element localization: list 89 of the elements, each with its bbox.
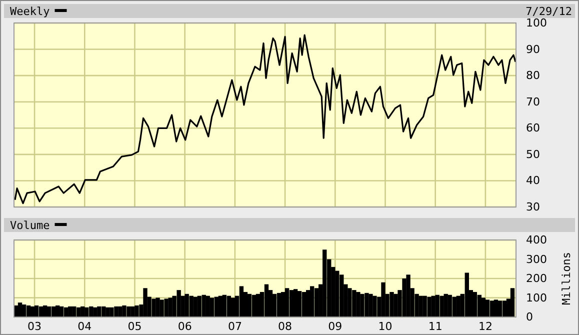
bar	[143, 288, 148, 317]
y-tick-label: 80	[526, 69, 540, 82]
bar	[276, 292, 282, 317]
y-tick-label: 100	[526, 291, 547, 304]
x-tick-label: 10	[378, 320, 392, 333]
bar	[26, 305, 31, 317]
bar	[38, 306, 44, 317]
bar	[226, 296, 232, 317]
bar	[60, 306, 64, 317]
y-tick-label: 30	[526, 200, 540, 214]
y-axis-title: Millions	[560, 252, 573, 305]
x-tick-label: 05	[128, 320, 142, 333]
y-tick-label: 400	[526, 234, 547, 247]
bar	[284, 288, 290, 317]
legend-label: Volume	[10, 219, 50, 232]
bar	[160, 300, 164, 317]
bar	[502, 300, 507, 317]
x-tick-label: 08	[278, 320, 292, 333]
bar	[472, 292, 478, 317]
bar	[335, 270, 340, 317]
legend-label: Weekly	[10, 5, 50, 18]
line-series	[14, 34, 516, 204]
bar	[122, 305, 126, 317]
bar	[193, 296, 198, 317]
bar	[372, 296, 377, 317]
bar	[51, 306, 56, 317]
bar	[272, 294, 277, 317]
x-tick-label: 09	[328, 320, 342, 333]
bar	[22, 304, 26, 317]
bar	[498, 300, 502, 317]
y-tick-label: 100	[526, 16, 547, 30]
y-tick-label: 90	[526, 42, 540, 56]
x-tick-label: 03	[28, 320, 42, 333]
bar	[440, 296, 444, 317]
x-tick-label: 12	[478, 320, 492, 333]
y-tick-label: 60	[526, 122, 540, 135]
bar	[310, 286, 314, 317]
bar	[202, 294, 206, 317]
bar	[206, 296, 210, 317]
bar	[485, 300, 490, 317]
x-tick-label: 04	[78, 320, 92, 333]
bar	[297, 291, 302, 317]
bar	[247, 294, 252, 317]
y-tick-label: 70	[526, 95, 540, 108]
bar	[134, 305, 139, 317]
bar	[18, 302, 22, 317]
y-tick-label: 200	[526, 272, 547, 286]
bar	[34, 305, 39, 317]
bar	[68, 306, 72, 317]
bar	[252, 294, 256, 317]
text: 7/29/12	[526, 5, 572, 18]
bar	[394, 294, 398, 317]
bar	[356, 292, 360, 317]
bar	[444, 294, 448, 317]
x-tick-label: 11	[428, 320, 442, 333]
bar	[422, 296, 427, 317]
x-tick-label: 06	[178, 320, 192, 333]
y-tick-label: 300	[526, 252, 547, 266]
bar	[189, 296, 194, 317]
bar	[80, 306, 85, 317]
bar	[130, 306, 135, 317]
bar	[239, 286, 244, 317]
bar	[477, 294, 482, 317]
bar	[110, 307, 114, 317]
bar	[431, 296, 436, 317]
bar	[510, 288, 515, 317]
bar	[168, 298, 172, 317]
y-tick-label: 40	[526, 174, 540, 188]
y-tick-label: 0	[526, 310, 533, 324]
bar	[456, 296, 460, 317]
bar	[302, 292, 306, 317]
bar	[222, 294, 227, 317]
bar	[368, 294, 373, 317]
bar	[381, 282, 386, 317]
bar	[418, 296, 423, 317]
bar	[264, 284, 269, 317]
x-tick-label: 07	[228, 320, 242, 333]
bar	[72, 306, 76, 317]
bar	[464, 272, 469, 317]
bar	[46, 306, 52, 317]
bar	[322, 250, 327, 317]
bar	[452, 296, 456, 317]
bar	[490, 300, 494, 317]
y-tick-label: 50	[526, 148, 540, 161]
bar	[118, 306, 122, 317]
bar	[289, 290, 294, 317]
bar	[156, 298, 160, 317]
bar	[406, 274, 410, 317]
bar	[214, 296, 218, 317]
